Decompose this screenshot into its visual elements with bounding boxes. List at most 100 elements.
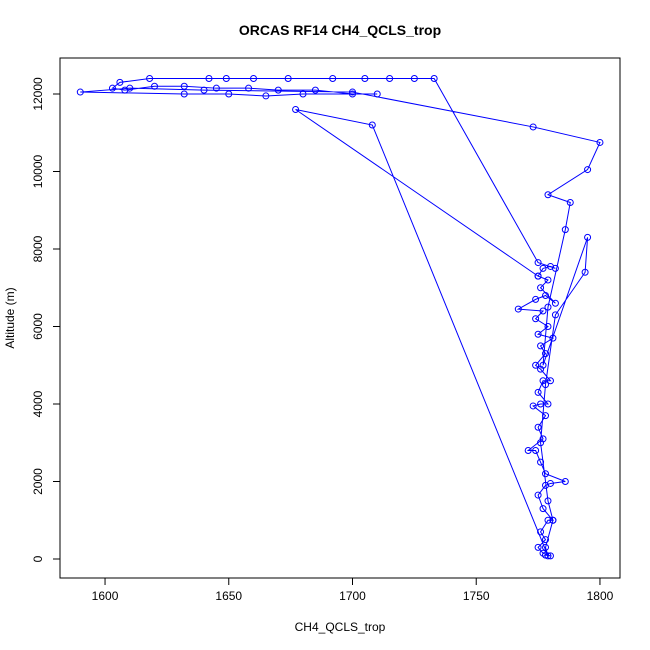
y-tick-label: 4000 [31, 390, 45, 417]
data-point [529, 402, 537, 410]
data-point [250, 74, 258, 82]
data-point [222, 74, 230, 82]
data-point [299, 90, 307, 98]
x-tick-label: 1800 [587, 589, 614, 603]
data-point [76, 88, 84, 96]
data-point [348, 88, 356, 96]
chart-title: ORCAS RF14 CH4_QCLS_trop [239, 22, 441, 38]
data-point [561, 478, 569, 486]
data-point [430, 74, 438, 82]
data-point [534, 543, 542, 551]
data-point [539, 264, 547, 272]
data-point [542, 381, 550, 389]
data-point [386, 74, 394, 82]
data-point [544, 191, 552, 199]
data-point [311, 86, 319, 94]
data-point [581, 268, 589, 276]
data-point [584, 166, 592, 174]
data-point [205, 74, 213, 82]
data-point [537, 458, 545, 466]
data-point [551, 299, 559, 307]
data-point [348, 90, 356, 98]
data-point [542, 470, 550, 478]
data-point [544, 276, 552, 284]
data-point [534, 330, 542, 338]
data-point [532, 361, 540, 369]
y-tick-label: 10000 [31, 154, 45, 188]
data-point [539, 307, 547, 315]
data-line [80, 77, 601, 557]
data-point [534, 272, 542, 280]
data-point [180, 82, 188, 90]
data-point [108, 84, 116, 92]
data-point [544, 516, 552, 524]
data-point [245, 84, 253, 92]
data-point [537, 284, 545, 292]
data-point [549, 516, 557, 524]
data-point [544, 400, 552, 408]
data-point [151, 82, 159, 90]
data-point [146, 74, 154, 82]
data-point [532, 295, 540, 303]
data-point [551, 264, 559, 272]
y-tick-label: 2000 [31, 468, 45, 495]
x-tick-label: 1600 [92, 589, 119, 603]
data-point [542, 536, 550, 544]
data-point [116, 78, 124, 86]
data-point [529, 123, 537, 131]
data-point [544, 497, 552, 505]
data-point [544, 552, 552, 560]
data-point [514, 305, 522, 313]
data-point [200, 86, 208, 94]
data-point [539, 361, 547, 369]
data-point [584, 233, 592, 241]
plot-frame [59, 57, 621, 579]
data-point [532, 315, 540, 323]
data-point [549, 334, 557, 342]
data-point [368, 121, 376, 129]
data-point [410, 74, 418, 82]
data-point [537, 342, 545, 350]
y-tick-label: 8000 [31, 235, 45, 262]
data-point [284, 74, 292, 82]
data-point [546, 377, 554, 385]
data-point [532, 447, 540, 455]
data-point [542, 543, 550, 551]
data-point [539, 505, 547, 513]
data-point [524, 447, 532, 455]
data-point [292, 106, 300, 114]
data-point [546, 552, 554, 560]
data-point [537, 439, 545, 447]
x-tick-label: 1650 [215, 589, 242, 603]
data-point [329, 74, 337, 82]
data-point [534, 423, 542, 431]
y-axis-label: Altitude (m) [3, 287, 17, 348]
x-tick-label: 1700 [339, 589, 366, 603]
data-point [544, 323, 552, 331]
data-point [561, 226, 569, 234]
data-point [537, 400, 545, 408]
data-point [542, 412, 550, 420]
data-point [596, 138, 604, 146]
data-point [534, 388, 542, 396]
data-point [566, 199, 574, 207]
data-point [212, 84, 220, 92]
data-point [361, 74, 369, 82]
data-point [126, 84, 134, 92]
data-point [180, 90, 188, 98]
data-point [373, 90, 381, 98]
data-point [274, 86, 282, 94]
x-axis-label: CH4_QCLS_trop [295, 620, 386, 634]
data-point [544, 303, 552, 311]
data-point [551, 311, 559, 319]
data-point [542, 292, 550, 300]
data-point [542, 350, 550, 358]
y-tick-label: 0 [31, 555, 45, 562]
y-tick-label: 12000 [31, 77, 45, 111]
data-point [534, 259, 542, 267]
data-point [534, 491, 542, 499]
data-point [225, 90, 233, 98]
x-tick-label: 1750 [463, 589, 490, 603]
data-point [537, 528, 545, 536]
